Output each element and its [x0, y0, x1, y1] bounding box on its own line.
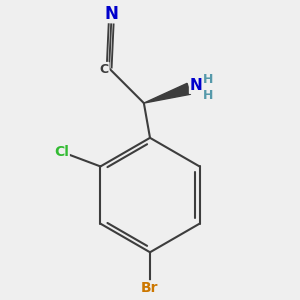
Text: C: C [100, 63, 109, 76]
Text: Br: Br [141, 281, 159, 295]
Text: H: H [203, 73, 213, 86]
Text: H: H [203, 89, 213, 102]
Text: N: N [190, 78, 202, 93]
Text: Cl: Cl [54, 145, 69, 159]
Polygon shape [144, 83, 190, 103]
Text: N: N [104, 5, 118, 23]
